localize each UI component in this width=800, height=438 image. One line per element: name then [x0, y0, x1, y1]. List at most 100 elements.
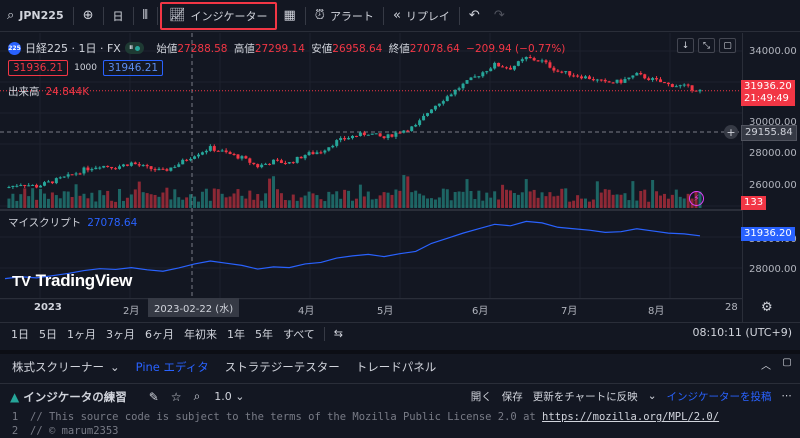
star-icon[interactable]: ☆ [170, 389, 182, 404]
candle-body [414, 124, 418, 127]
candle-body [627, 77, 631, 80]
volume-bar [461, 191, 465, 208]
crosshair [0, 33, 742, 298]
script-label: マイスクリプト [8, 217, 82, 229]
chart-canvas[interactable] [0, 33, 800, 323]
candle-body [141, 165, 145, 167]
volume-bar [445, 189, 449, 208]
candle-body [204, 150, 208, 153]
volume-bar [339, 198, 343, 208]
tab-trade-panel[interactable]: トレードパネル [355, 360, 437, 374]
clock[interactable]: 08:10:11 (UTC+9) [692, 326, 792, 339]
publish-indicator-button[interactable]: インジケーターを投稿 [666, 390, 772, 403]
chevron-down-icon[interactable]: ⌄ [647, 390, 657, 402]
order-quantity[interactable]: 1000 [74, 63, 98, 73]
candle-body [548, 62, 552, 68]
move-pane-down-button[interactable]: ↓ [677, 38, 694, 53]
bid-ask-panel: 31936.21 1000 31946.21 [8, 60, 164, 76]
undo-button[interactable]: ↶ [462, 0, 487, 32]
script-name[interactable]: インジケータの練習 [23, 389, 127, 404]
more-icon[interactable]: ⋯ [781, 390, 793, 402]
range-divider [323, 326, 325, 341]
volume-bar [66, 191, 70, 208]
volume-bar [426, 198, 430, 208]
range-1y[interactable]: 1年 [227, 327, 245, 341]
legend-title[interactable]: 日経225 · 1日 · FX [25, 42, 121, 55]
range-all[interactable]: すべて [283, 327, 315, 341]
search-icon: ⌕ [7, 8, 15, 23]
interval-button[interactable]: 日 [106, 0, 131, 32]
volume-bar [505, 189, 509, 208]
volume-bar [169, 199, 173, 208]
redo-button[interactable]: ↷ [487, 0, 512, 32]
gear-icon[interactable]: ⚙︎ [761, 300, 773, 315]
candle-body [426, 113, 430, 116]
range-ytd[interactable]: 年初来 [184, 327, 217, 341]
candle-body [157, 168, 161, 171]
market-status-badge[interactable]: ⏸ [124, 42, 145, 54]
volume-bar [386, 192, 390, 208]
open-button[interactable]: 開く [470, 390, 492, 403]
lightning-icon[interactable]: ⚡︎ [689, 191, 704, 206]
code-text: // This source code is subject to the te… [30, 411, 543, 423]
time-label: 2月 [123, 306, 140, 317]
candle-body [264, 163, 268, 165]
buy-button[interactable]: 31946.21 [103, 60, 164, 76]
candle-body [256, 164, 260, 168]
candle-body [501, 66, 505, 68]
sell-button[interactable]: 31936.21 [8, 60, 69, 76]
volume-bar [583, 198, 587, 208]
tab-strategy-tester[interactable]: ストラテジーテスター [224, 360, 340, 374]
volume-bar [398, 190, 402, 208]
candle-body [398, 132, 402, 134]
code-link[interactable]: https://mozilla.org/MPL/2.0/ [542, 411, 720, 423]
maximize-pane-button[interactable]: ▢ [719, 38, 736, 53]
symbol-logo: 225 [8, 41, 21, 55]
range-5d[interactable]: 5日 [39, 327, 57, 341]
price-axis[interactable] [742, 33, 800, 323]
chart-type-button[interactable]: ⫴ [136, 0, 155, 32]
candle-body [185, 159, 189, 161]
maximize-panel-icon[interactable]: ▢ [782, 357, 792, 368]
symbol-search[interactable]: ⌕ JPN225 [0, 0, 71, 32]
search-icon[interactable]: ⌕ [193, 389, 201, 403]
tab-pine-editor[interactable]: Pine エディタ [135, 360, 209, 374]
range-1m[interactable]: 1ヶ月 [67, 327, 96, 341]
volume-bar [662, 193, 666, 208]
layout-templates-button[interactable]: ▦ [277, 0, 303, 32]
compare-button[interactable]: ⊕ [76, 0, 101, 32]
collapse-panel-icon[interactable]: ︿ [761, 361, 771, 372]
date-range-icon[interactable]: ⇆ [333, 327, 344, 340]
apply-to-chart-button[interactable]: 更新をチャートに反映 [532, 390, 638, 403]
candle-body [232, 154, 236, 156]
range-1d[interactable]: 1日 [11, 327, 29, 341]
candle-body [335, 140, 339, 146]
code-editor[interactable]: 1 // This source code is subject to the … [0, 410, 800, 438]
candle-body [114, 168, 118, 170]
range-6m[interactable]: 6ヶ月 [145, 327, 174, 341]
volume-bar [394, 189, 398, 208]
candle-body [485, 71, 489, 73]
time-axis[interactable] [0, 298, 742, 318]
volume-bar [489, 197, 493, 208]
add-alert-icon[interactable]: + [724, 125, 738, 139]
volume-bar [493, 191, 497, 208]
save-button[interactable]: 保存 [501, 390, 523, 403]
tab-stock-screener[interactable]: 株式スクリーナー ⌄ [4, 359, 128, 375]
candle-body [690, 85, 694, 91]
alert-button[interactable]: ⏰︎ アラート [308, 0, 381, 32]
toolbar-divider [304, 6, 306, 25]
candle-body [441, 101, 445, 104]
volume-bar [23, 188, 27, 208]
range-5y[interactable]: 5年 [255, 327, 273, 341]
collapse-pane-button[interactable]: ⤡ [698, 38, 715, 53]
pencil-icon[interactable]: ✎ [148, 389, 159, 404]
candle-body [572, 75, 576, 77]
volume-bar [212, 188, 216, 208]
indicators-button[interactable]: 📈︎ インジケーター [159, 1, 277, 30]
volume-bar [631, 181, 635, 208]
volume-bar [587, 201, 591, 208]
range-3m[interactable]: 3ヶ月 [106, 327, 135, 341]
version-select[interactable]: 1.0 ⌄ [214, 390, 244, 403]
replay-button[interactable]: « リプレイ [386, 0, 457, 32]
